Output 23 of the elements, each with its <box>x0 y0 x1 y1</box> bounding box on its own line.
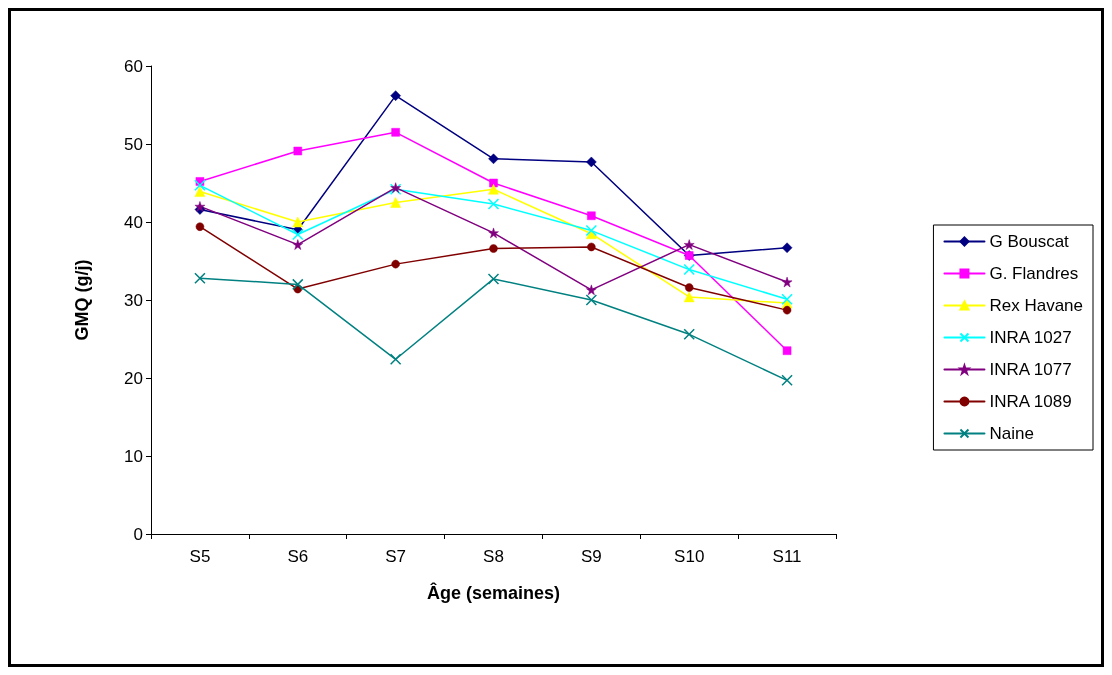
y-tick-label: 0 <box>133 524 143 544</box>
x-tick-label: S9 <box>580 547 602 566</box>
legend-label: INRA 1077 <box>989 360 1072 379</box>
y-tick-label: 40 <box>124 212 143 232</box>
legend-label: G Bouscat <box>989 232 1070 251</box>
x-tick-label: S6 <box>287 547 309 566</box>
y-tick-label: 20 <box>124 368 143 388</box>
y-axis-title: GMQ (g/j) <box>72 259 92 341</box>
y-tick-label: 50 <box>124 134 143 154</box>
y-tick-label: 60 <box>124 56 143 76</box>
x-tick-label: S11 <box>772 547 802 566</box>
legend-label: INRA 1089 <box>989 392 1072 411</box>
y-tick-label: 30 <box>124 290 143 310</box>
y-tick-label: 10 <box>124 446 143 466</box>
x-axis-title: Âge (semaines) <box>426 582 561 603</box>
x-tick-label: S10 <box>674 547 705 566</box>
legend-label: INRA 1027 <box>989 328 1072 347</box>
legend-label: G. Flandres <box>989 264 1079 283</box>
legend-label: Rex Havane <box>989 296 1084 315</box>
x-tick-label: S7 <box>385 547 407 566</box>
x-tick-label: S8 <box>483 547 504 566</box>
legend-label: Naine <box>989 424 1034 443</box>
x-tick-label: S5 <box>189 547 211 566</box>
